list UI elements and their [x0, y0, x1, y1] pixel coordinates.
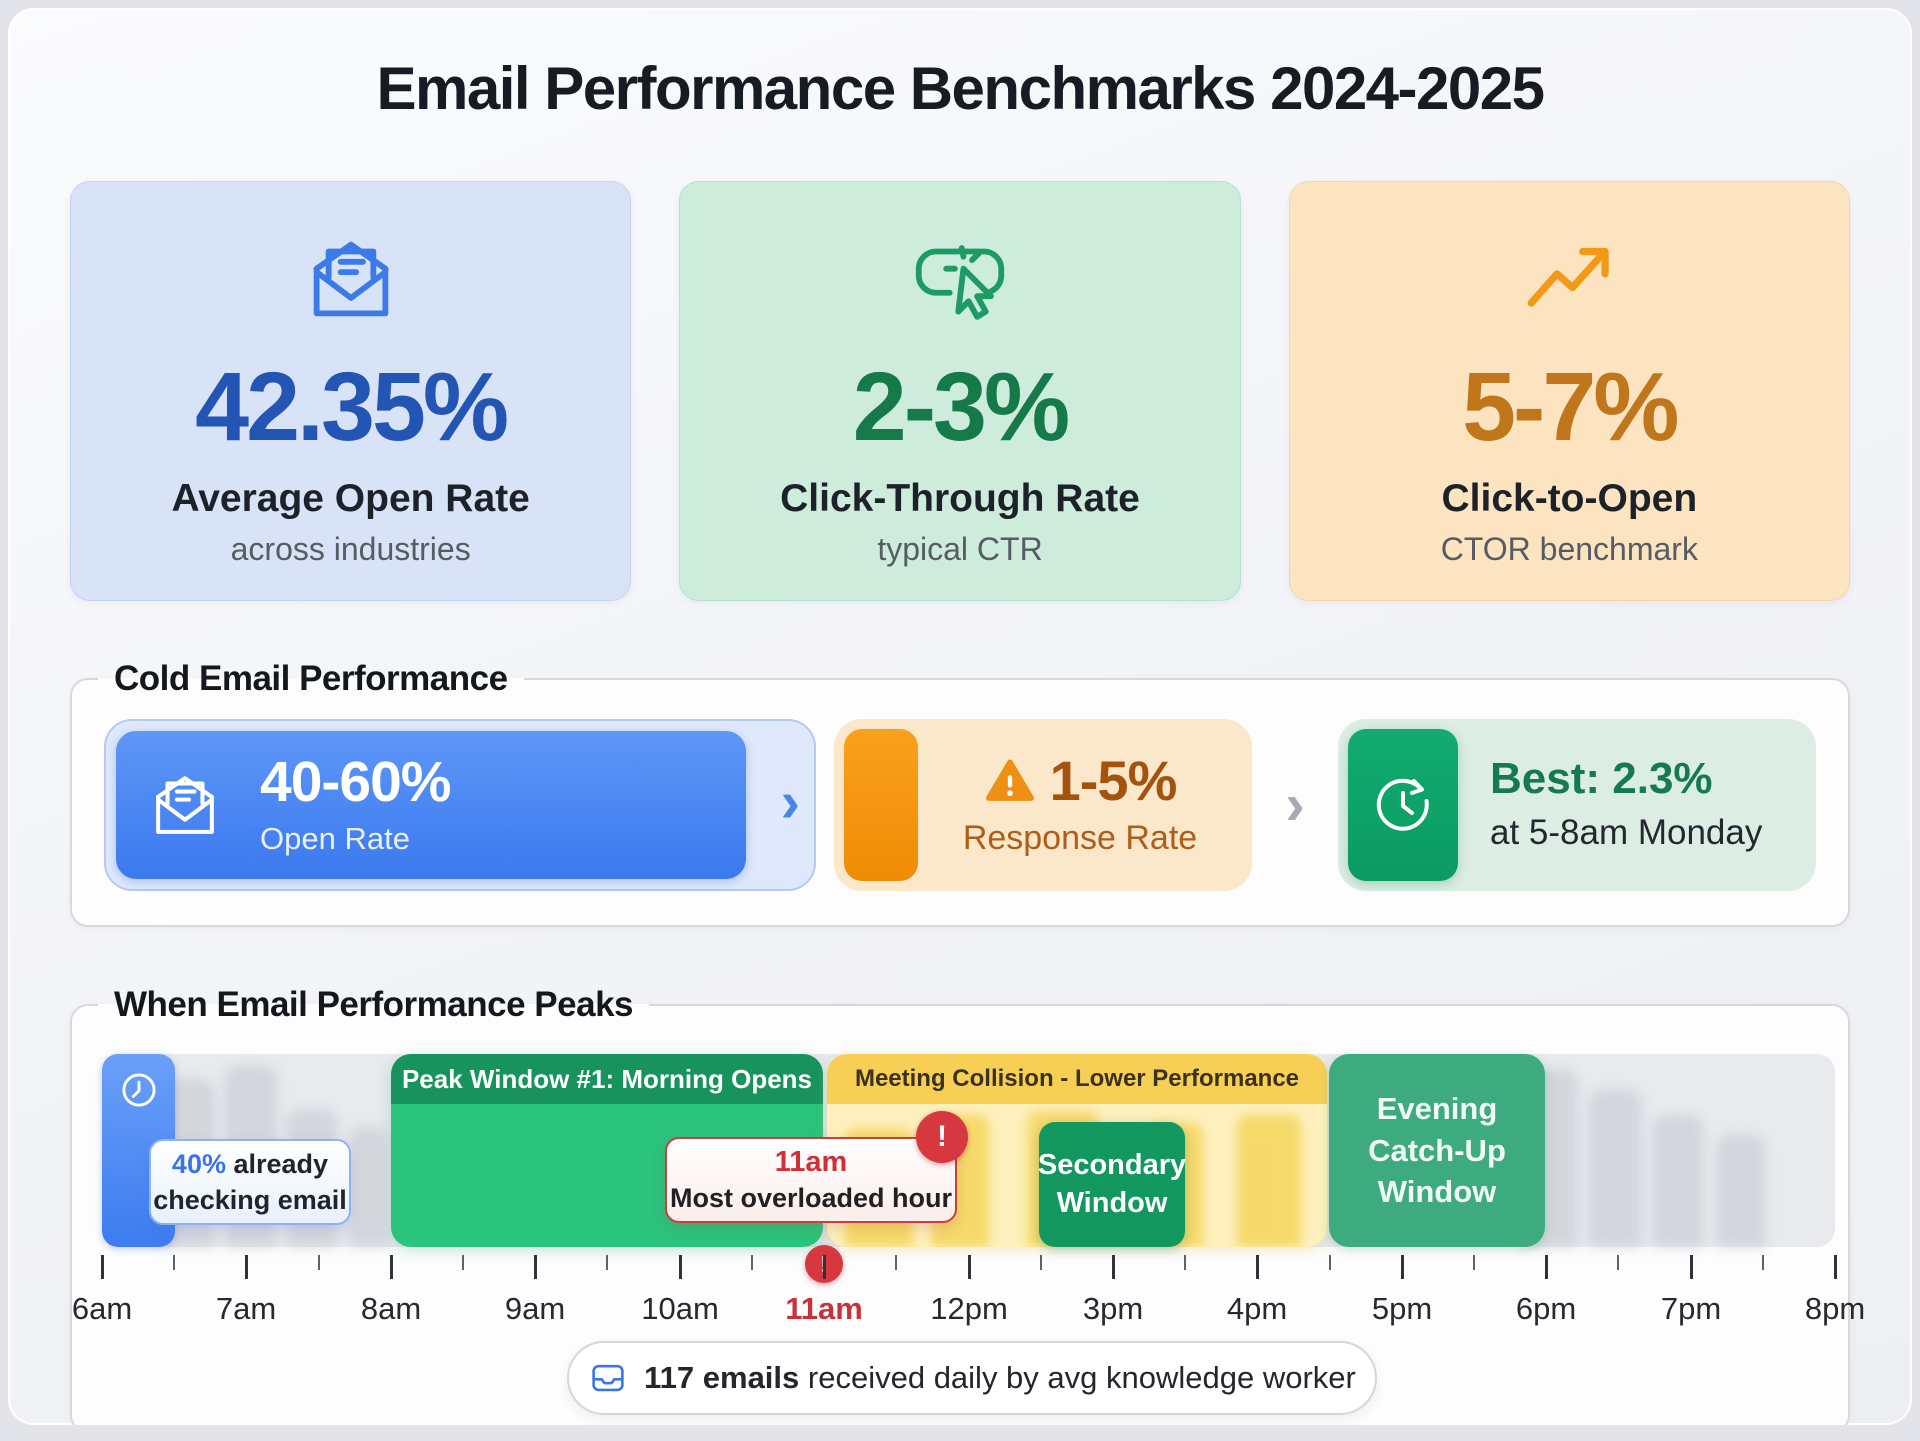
- cold-email-flow: 40-60% Open Rate › 1-5%: [104, 719, 1816, 891]
- response-rate-bar: [844, 729, 918, 881]
- daily-emails-text: received daily by avg knowledge worker: [807, 1360, 1356, 1395]
- open-email-icon: [156, 776, 214, 834]
- stat-value: 42.35%: [195, 352, 509, 461]
- hour-label: 8am: [360, 1291, 422, 1326]
- response-rate-value: 1-5%: [1049, 748, 1178, 812]
- best-time-segment: Best: 2.3% at 5-8am Monday: [1338, 719, 1816, 891]
- infographic-page: Email Performance Benchmarks 2024-2025 4…: [8, 8, 1912, 1425]
- warning-triangle-icon: [985, 758, 1034, 801]
- response-rate-segment: 1-5% Response Rate: [834, 719, 1252, 891]
- open-rate-segment: 40-60% Open Rate ›: [104, 719, 816, 891]
- hour-label: 10am: [641, 1291, 719, 1326]
- checking-email-callout: 40% already checking email: [149, 1139, 351, 1225]
- daily-emails-count: 117 emails: [644, 1360, 800, 1395]
- stat-value: 2-3%: [852, 352, 1070, 461]
- checking-pct: 40%: [171, 1148, 226, 1179]
- clock-refresh-icon: [1348, 729, 1458, 881]
- hour-label: 12pm: [930, 1291, 1008, 1326]
- hour-label: 3pm: [1082, 1291, 1144, 1326]
- hour-label: 7pm: [1660, 1291, 1722, 1326]
- open-email-icon: [296, 224, 406, 334]
- chevron-right-icon: ›: [780, 769, 800, 835]
- overloaded-hour-time: 11am: [774, 1145, 848, 1178]
- peak-window-1-label: Peak Window #1: Morning Opens: [391, 1054, 823, 1104]
- stat-cards-row: 42.35% Average Open Rate across industri…: [70, 181, 1850, 601]
- stat-card-ctr: 2-3% Click-Through Rate typical CTR: [679, 181, 1241, 601]
- cold-email-section: Cold Email Performance 40-60% Open Rate: [70, 659, 1850, 927]
- stat-sublabel: CTOR benchmark: [1440, 531, 1698, 567]
- stat-sublabel: across industries: [230, 531, 471, 567]
- hour-label-alert: 11am: [785, 1291, 863, 1326]
- daily-emails-stat: 117 emails received daily by avg knowled…: [567, 1341, 1377, 1415]
- stat-card-ctor: 5-7% Click-to-Open CTOR benchmark: [1288, 181, 1850, 601]
- trend-up-icon: [1514, 224, 1624, 334]
- page-title: Email Performance Benchmarks 2024-2025: [376, 55, 1545, 122]
- hour-label: 8pm: [1804, 1291, 1866, 1326]
- hour-label: 5pm: [1371, 1291, 1433, 1326]
- clock-icon: [121, 1073, 156, 1107]
- best-rate-time: at 5-8am Monday: [1490, 813, 1763, 852]
- meeting-collision-label: Meeting Collision - Lower Performance: [827, 1054, 1327, 1104]
- response-rate-label: Response Rate: [962, 818, 1198, 857]
- exclamation-badge-icon: !: [916, 1111, 968, 1163]
- overloaded-hour-text: Most overloaded hour: [669, 1183, 953, 1214]
- best-rate-value: Best: 2.3%: [1490, 754, 1713, 803]
- hour-label: 6am: [71, 1291, 133, 1326]
- stat-value: 5-7%: [1462, 352, 1679, 461]
- open-rate-label: Open Rate: [260, 820, 410, 856]
- secondary-window: Secondary Window: [1038, 1122, 1186, 1247]
- peaks-section: When Email Performance Peaks Peak Wi: [70, 985, 1865, 1425]
- hour-label: 4pm: [1226, 1291, 1288, 1326]
- timeline: Peak Window #1: Morning Opens Meeting Co…: [72, 1027, 1865, 1425]
- overloaded-hour-callout: 11am Most overloaded hour: [665, 1137, 957, 1223]
- inbox-icon: [592, 1364, 624, 1392]
- chevron-right-icon: ›: [1285, 772, 1305, 837]
- peaks-section-title: When Email Performance Peaks: [114, 985, 634, 1024]
- cold-email-section-title: Cold Email Performance: [114, 659, 508, 698]
- stat-label: Click-Through Rate: [780, 477, 1140, 520]
- stat-sublabel: typical CTR: [877, 531, 1043, 567]
- evening-catchup-window: Evening Catch-Up Window: [1329, 1054, 1545, 1247]
- click-cursor-icon: [905, 224, 1015, 334]
- hour-label: 6pm: [1515, 1291, 1577, 1326]
- hour-label: 7am: [215, 1291, 277, 1326]
- stat-card-open-rate: 42.35% Average Open Rate across industri…: [70, 181, 632, 601]
- stat-label: Average Open Rate: [171, 477, 530, 520]
- open-rate-value: 40-60%: [260, 749, 451, 814]
- open-rate-box: 40-60% Open Rate: [116, 731, 746, 879]
- stat-label: Click-to-Open: [1441, 477, 1698, 520]
- hour-label: 9am: [504, 1291, 566, 1326]
